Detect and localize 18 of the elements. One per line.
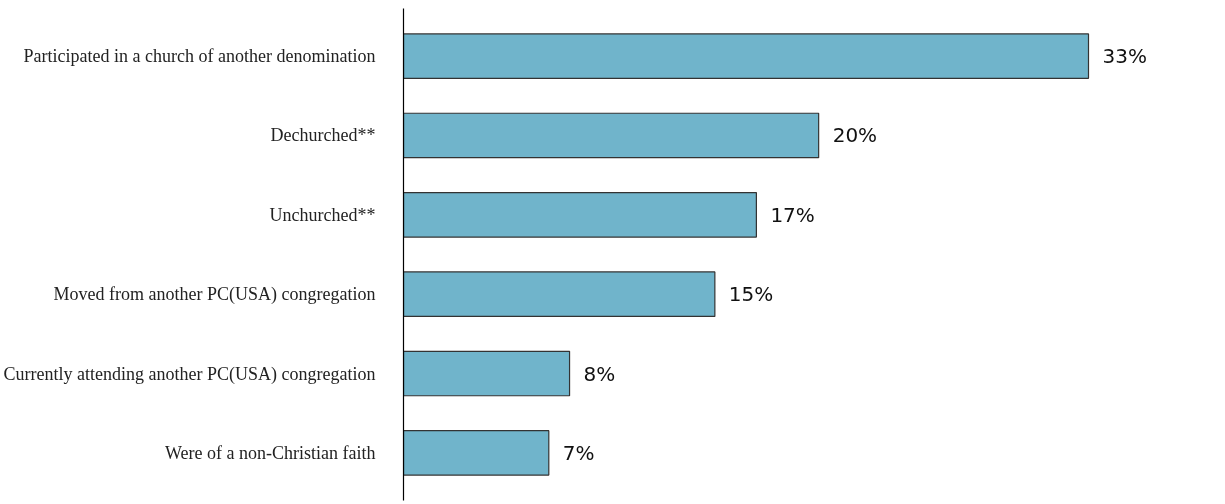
y-tick-label: Participated in a church of another denomination [23,46,376,67]
y-tick-label: Moved from another PC(USA) congregation [53,284,376,306]
data-label: 20% [832,123,878,148]
data-label: 8% [583,361,616,386]
bar [403,350,571,397]
bar [403,192,757,238]
data-label: 7% [562,440,595,465]
bar [403,271,716,317]
data-label: 17% [770,202,815,227]
y-tick-label: Were of a non-Christian faith [165,442,376,463]
bar [403,33,1090,79]
data-label: 15% [728,282,774,307]
data-label: 33% [1102,44,1147,69]
bar [403,430,550,476]
bar [403,112,820,159]
y-tick-label: Currently attending another PC(USA) congregation [3,363,376,385]
y-tick-label: Dechurched** [270,125,376,146]
y-tick-label: Unchurched** [269,204,376,225]
